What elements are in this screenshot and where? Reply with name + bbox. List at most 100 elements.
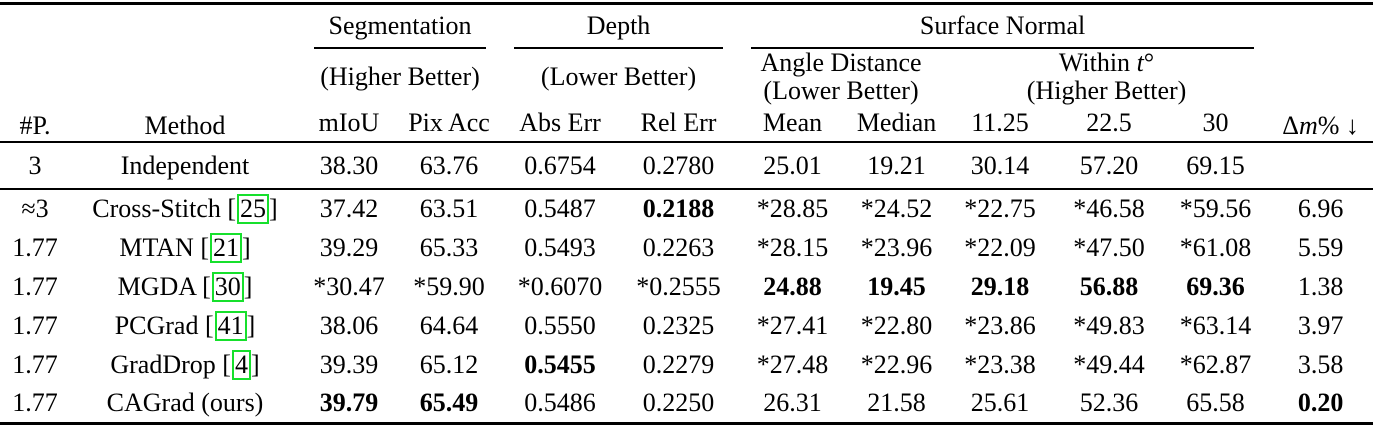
delta-m-cell: 0.20 bbox=[1297, 387, 1344, 417]
value-cell: 21.58 bbox=[867, 387, 926, 417]
method-cell: Cross-Stitch [25] bbox=[70, 189, 300, 228]
value-cell: *49.83 bbox=[1073, 310, 1145, 340]
value-cell: 38.06 bbox=[319, 310, 379, 340]
value-cell: *22.75 bbox=[964, 194, 1036, 224]
value-cell: *28.15 bbox=[756, 232, 829, 262]
value-cell: 39.79 bbox=[319, 387, 379, 417]
value-cell: *22.09 bbox=[964, 232, 1036, 262]
value-cell: 65.33 bbox=[419, 232, 479, 262]
value-cell: 19.21 bbox=[867, 150, 926, 180]
col-header-rel-err: Rel Err bbox=[640, 108, 717, 138]
value-cell: *59.90 bbox=[413, 271, 485, 301]
method-cell: MTAN [21] bbox=[70, 228, 300, 267]
value-cell: *46.58 bbox=[1073, 194, 1145, 224]
header-row-directions: (Higher Better) (Lower Better) Angle Dis… bbox=[0, 49, 1373, 105]
segmentation-direction: (Higher Better) bbox=[320, 62, 480, 92]
col-header-params: #P. bbox=[19, 111, 51, 141]
delta-m-cell: 3.58 bbox=[1297, 349, 1344, 379]
value-cell: 0.5486 bbox=[524, 387, 596, 417]
value-cell: *49.44 bbox=[1073, 349, 1145, 379]
delta-m-cell: 1.38 bbox=[1297, 271, 1344, 301]
citation-close-bracket: ] bbox=[246, 310, 256, 340]
params-cell: 1.77 bbox=[12, 387, 58, 417]
angle-distance-title: Angle Distance bbox=[760, 49, 922, 77]
subgroup-header-within-t: Within t° (Higher Better) bbox=[945, 49, 1268, 105]
value-cell: *0.2555 bbox=[636, 271, 721, 301]
value-cell: 56.88 bbox=[1079, 271, 1139, 301]
method-label: Independent bbox=[120, 150, 250, 180]
group-header-segmentation: Segmentation bbox=[300, 4, 500, 49]
method-cell: Independent bbox=[70, 142, 300, 189]
citation-link[interactable]: 25 bbox=[237, 194, 270, 225]
citation-link[interactable]: 41 bbox=[214, 310, 247, 341]
table-row: 1.77 MTAN [21] 39.29 65.33 0.5493 0.2263 *28.1… bbox=[0, 228, 1373, 267]
table-row: 1.77 GradDrop [4] 39.39 65.12 0.5455 0.2279 *2… bbox=[0, 345, 1373, 384]
table-row: ≈3 Cross-Stitch [25] 37.42 63.51 0.5487 0.218… bbox=[0, 189, 1373, 228]
value-cell: *23.96 bbox=[860, 232, 933, 262]
table-row: 1.77 PCGrad [41] 38.06 64.64 0.5550 0.2325 *27… bbox=[0, 306, 1373, 345]
value-cell: *30.47 bbox=[313, 271, 385, 301]
value-cell: 0.2279 bbox=[642, 349, 715, 379]
citation-close-bracket: ] bbox=[269, 194, 278, 224]
col-header-mean: Mean bbox=[762, 108, 823, 138]
value-cell: *28.85 bbox=[756, 194, 829, 224]
citation-link[interactable]: 21 bbox=[209, 232, 242, 263]
value-cell: *62.87 bbox=[1179, 349, 1252, 379]
value-cell: 65.49 bbox=[419, 387, 479, 417]
table-body: 3 Independent 38.30 63.76 0.6754 0.2780 25.01 1… bbox=[0, 142, 1373, 423]
table-header: #P. Method Segmentation Depth Surface No… bbox=[0, 4, 1373, 143]
value-cell: 63.51 bbox=[419, 194, 479, 224]
delta-m-cell: 3.97 bbox=[1297, 310, 1344, 340]
table-row: 1.77 MGDA [30] *30.47 *59.90 *0.6070 *0.2555 2… bbox=[0, 267, 1373, 306]
table-row: 1.77 CAGrad (ours) 39.79 65.49 0.5486 0.2250 2… bbox=[0, 384, 1373, 423]
params-cell: 1.77 bbox=[12, 349, 58, 379]
col-header-median: Median bbox=[856, 108, 937, 138]
value-cell: 39.29 bbox=[319, 232, 379, 262]
value-cell: *22.96 bbox=[860, 349, 933, 379]
col-header-11-25: 11.25 bbox=[971, 108, 1029, 138]
delta-m-suffix: % ↓ bbox=[1317, 111, 1359, 141]
value-cell: 63.76 bbox=[419, 150, 479, 180]
method-cell: GradDrop [4] bbox=[70, 345, 300, 384]
subgroup-header-angle-distance: Angle Distance (Lower Better) bbox=[737, 49, 945, 105]
citation-link[interactable]: 4 bbox=[231, 349, 251, 380]
delta-m-cell: 6.96 bbox=[1297, 194, 1344, 224]
value-cell: *27.48 bbox=[756, 349, 829, 379]
value-cell: 19.45 bbox=[867, 271, 926, 301]
value-cell: 0.5455 bbox=[524, 349, 596, 379]
col-header-30: 30 bbox=[1202, 108, 1229, 138]
within-t-title: Within t° bbox=[1058, 49, 1155, 77]
method-label: PCGrad [ bbox=[114, 310, 214, 340]
value-cell: 52.36 bbox=[1079, 387, 1139, 417]
value-cell: 65.58 bbox=[1186, 387, 1245, 417]
col-header-abs-err: Abs Err bbox=[519, 108, 601, 138]
table-row: 3 Independent 38.30 63.76 0.6754 0.2780 25.01 1… bbox=[0, 142, 1373, 190]
params-cell: 1.77 bbox=[12, 271, 58, 301]
col-header-22-5: 22.5 bbox=[1086, 108, 1132, 138]
angle-distance-direction: (Lower Better) bbox=[763, 76, 919, 106]
citation-close-bracket: ] bbox=[250, 349, 260, 379]
value-cell: 69.36 bbox=[1186, 271, 1245, 301]
header-row-groups: #P. Method Segmentation Depth Surface No… bbox=[0, 4, 1373, 140]
group-header-depth: Depth bbox=[500, 4, 737, 49]
value-cell: *27.41 bbox=[756, 310, 829, 340]
value-cell: 38.30 bbox=[319, 150, 379, 180]
header-row-metrics: mIoU Pix Acc Abs Err Rel Err Mean Median… bbox=[0, 105, 1373, 143]
value-cell: 29.18 bbox=[970, 271, 1030, 301]
value-cell: 0.2250 bbox=[642, 387, 715, 417]
params-cell: 3 bbox=[28, 150, 42, 180]
value-cell: *61.08 bbox=[1179, 232, 1252, 262]
params-cell: 1.77 bbox=[12, 232, 58, 262]
delta-symbol: Δ bbox=[1282, 111, 1299, 141]
value-cell: 26.31 bbox=[763, 387, 822, 417]
citation-close-bracket: ] bbox=[243, 271, 253, 301]
method-label: MGDA [ bbox=[117, 271, 211, 301]
value-cell: *23.38 bbox=[964, 349, 1036, 379]
value-cell: *0.6070 bbox=[517, 271, 603, 301]
col-header-miou: mIoU bbox=[318, 108, 380, 138]
citation-link[interactable]: 30 bbox=[211, 271, 244, 302]
depth-title: Depth bbox=[514, 11, 724, 49]
within-t-direction: (Higher Better) bbox=[1026, 76, 1187, 106]
value-cell: *24.52 bbox=[860, 194, 933, 224]
value-cell: 0.2188 bbox=[642, 194, 715, 224]
